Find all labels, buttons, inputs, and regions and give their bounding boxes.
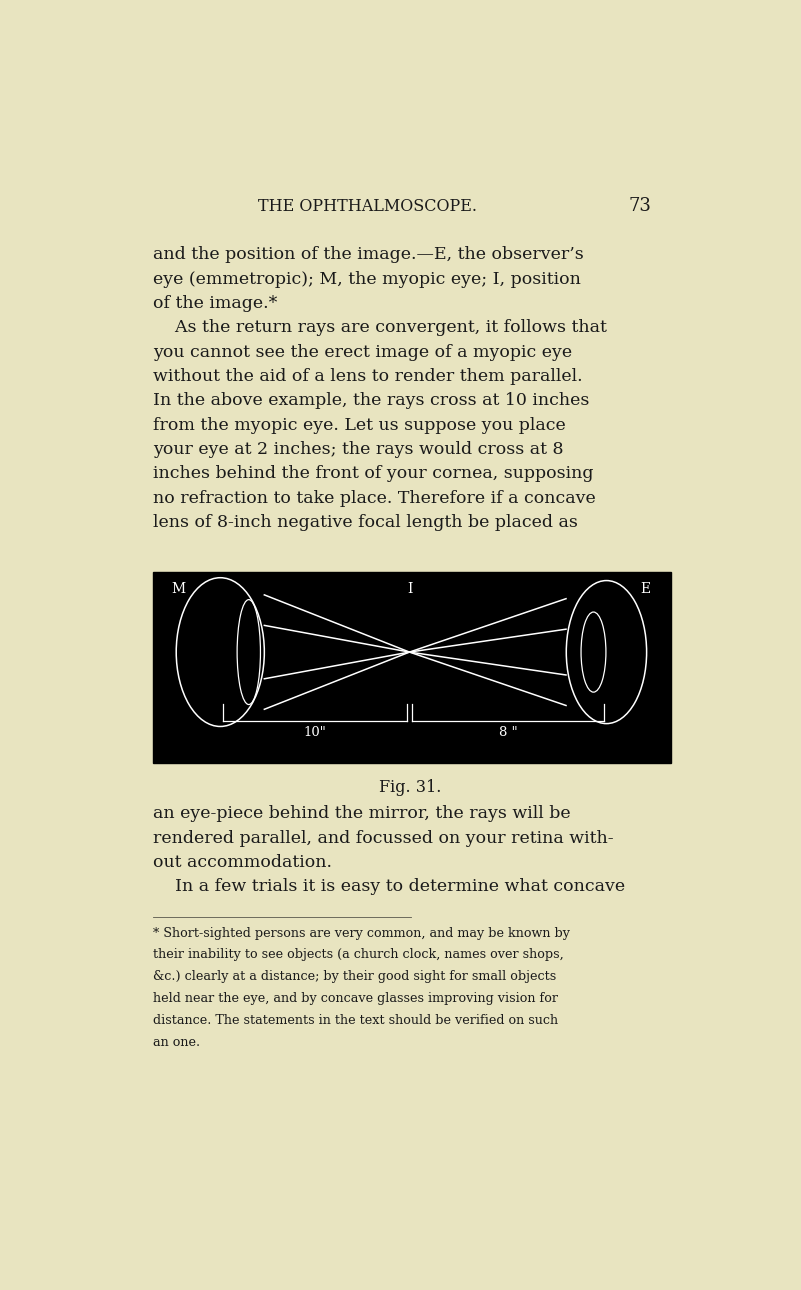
Text: Fig. 31.: Fig. 31. [380,779,441,796]
Text: no refraction to take place. Therefore if a concave: no refraction to take place. Therefore i… [153,489,596,507]
Text: and the position of the image.—E, the observer’s: and the position of the image.—E, the ob… [153,246,584,263]
Text: In a few trials it is easy to determine what concave: In a few trials it is easy to determine … [153,878,625,895]
Text: I: I [407,582,413,596]
Text: out accommodation.: out accommodation. [153,854,332,871]
Text: 8 ": 8 " [499,726,517,739]
Bar [153,571,671,762]
Text: inches behind the front of your cornea, supposing: inches behind the front of your cornea, … [153,466,594,482]
Text: eye (emmetropic); M, the myopic eye; I, position: eye (emmetropic); M, the myopic eye; I, … [153,271,581,288]
Text: THE OPHTHALMOSCOPE.: THE OPHTHALMOSCOPE. [258,197,477,215]
Text: 73: 73 [629,197,652,215]
Text: from the myopic eye. Let us suppose you place: from the myopic eye. Let us suppose you … [153,417,566,433]
Text: without the aid of a lens to render them parallel.: without the aid of a lens to render them… [153,368,582,384]
Text: you cannot see the erect image of a myopic eye: you cannot see the erect image of a myop… [153,343,572,360]
Text: M: M [171,582,185,596]
Text: E: E [640,582,650,596]
Text: In the above example, the rays cross at 10 inches: In the above example, the rays cross at … [153,392,590,409]
Text: 10": 10" [304,726,326,739]
Text: an one.: an one. [153,1036,200,1049]
Text: of the image.*: of the image.* [153,295,277,312]
Text: &c.) clearly at a distance; by their good sight for small objects: &c.) clearly at a distance; by their goo… [153,970,556,983]
Text: * Short-sighted persons are very common, and may be known by: * Short-sighted persons are very common,… [153,926,570,939]
Text: rendered parallel, and focussed on your retina with-: rendered parallel, and focussed on your … [153,829,614,846]
Text: distance. The statements in the text should be verified on such: distance. The statements in the text sho… [153,1014,558,1027]
Text: lens of 8-inch negative focal length be placed as: lens of 8-inch negative focal length be … [153,513,578,531]
Text: As the return rays are convergent, it follows that: As the return rays are convergent, it fo… [153,319,607,337]
Text: an eye-piece behind the mirror, the rays will be: an eye-piece behind the mirror, the rays… [153,805,570,823]
Text: held near the eye, and by concave glasses improving vision for: held near the eye, and by concave glasse… [153,992,557,1005]
Text: your eye at 2 inches; the rays would cross at 8: your eye at 2 inches; the rays would cro… [153,441,563,458]
Text: their inability to see objects (a church clock, names over shops,: their inability to see objects (a church… [153,948,564,961]
